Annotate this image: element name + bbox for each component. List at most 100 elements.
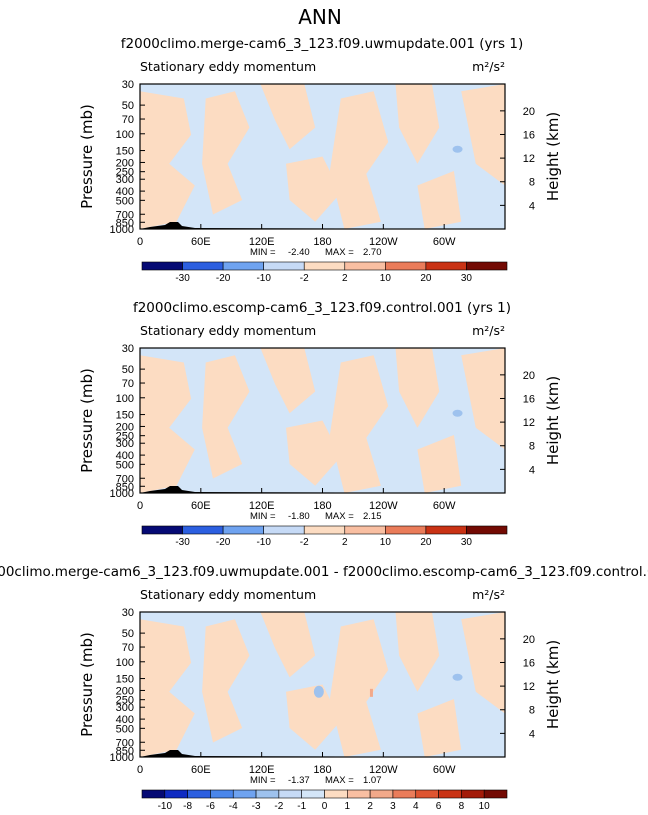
negative-contour (452, 409, 463, 417)
positive-contour (286, 684, 341, 750)
panel-title: f2000climo.escomp-cam6_3_123.f09.control… (133, 300, 511, 316)
colorbar-box (263, 525, 305, 535)
colorbar-label: -6 (206, 801, 215, 812)
positive-contour (417, 699, 462, 757)
positive-contour (286, 420, 341, 486)
pressure-tick-label: 850 (116, 481, 134, 493)
main-title: ANN (298, 5, 342, 29)
pressure-tick-label: 50 (122, 100, 134, 112)
chart-panel-2: f2000climo.escomp-cam6_3_123.f09.control… (78, 300, 562, 548)
longitude-tick-label: 60E (191, 236, 211, 248)
longitude-tick-label: 180 (313, 236, 331, 248)
min-label: MIN = (250, 511, 276, 522)
colorbar-box (164, 789, 188, 799)
colorbar-box (344, 261, 386, 271)
colorbar-label: -10 (158, 801, 173, 812)
colorbar-box (210, 789, 234, 799)
y-axis-right-title: Height (km) (544, 640, 562, 729)
pressure-tick-label: 1000 (110, 224, 134, 236)
panel-subtitle: Stationary eddy momentum (140, 587, 316, 602)
colorbar-label: 10 (380, 273, 392, 284)
positive-contour (260, 612, 316, 678)
colorbar-box (324, 789, 348, 799)
longitude-tick-label: 60E (191, 500, 211, 512)
pressure-tick-label: 500 (116, 459, 134, 471)
max-label: MAX = (325, 511, 354, 522)
colorbar-label: 2 (342, 273, 348, 284)
pressure-tick-label: 150 (116, 410, 134, 422)
panel-subtitle: Stationary eddy momentum (140, 323, 316, 338)
colorbar-box (141, 261, 183, 271)
positive-contour (286, 156, 341, 222)
colorbar-label: 10 (380, 537, 392, 548)
pressure-tick-label: 150 (116, 146, 134, 158)
pressure-tick-label: 400 (116, 186, 134, 198)
y-axis-right-title: Height (km) (544, 376, 562, 465)
pressure-tick-label: 500 (116, 195, 134, 207)
y-axis-title: Pressure (mb) (78, 632, 96, 737)
colorbar-box (466, 525, 508, 535)
longitude-tick-label: 120E (249, 500, 275, 512)
min-label: MIN = (250, 775, 276, 786)
positive-contour (417, 435, 462, 493)
positive-contour (395, 348, 440, 428)
pressure-tick-label: 400 (116, 714, 134, 726)
panel-title: f2000climo.merge-cam6_3_123.f09.uwmupdat… (0, 564, 648, 580)
pressure-tick-label: 30 (122, 607, 134, 619)
colorbar-box (466, 261, 508, 271)
max-label: MAX = (325, 247, 354, 258)
colorbar-label: -2 (274, 801, 283, 812)
height-tick-label: 8 (529, 177, 535, 189)
positive-contour (461, 348, 505, 450)
height-tick-label: 4 (529, 728, 535, 740)
pressure-tick-label: 250 (116, 167, 134, 179)
pressure-tick-label: 30 (122, 79, 134, 91)
colorbar-label: 3 (390, 801, 396, 812)
longitude-tick-label: 0 (137, 236, 143, 248)
y-axis-right-title: Height (km) (544, 112, 562, 201)
colorbar-box (182, 261, 224, 271)
pressure-tick-label: 70 (122, 642, 134, 654)
colorbar-box (222, 261, 264, 271)
longitude-tick-label: 60W (433, 764, 456, 776)
y-axis-title: Pressure (mb) (78, 104, 96, 209)
colorbar-label: -1 (297, 801, 306, 812)
pressure-tick-label: 700 (116, 209, 134, 221)
positive-contour (395, 612, 440, 692)
field-contours (140, 348, 505, 493)
positive-contour (140, 619, 195, 757)
pressure-tick-label: 30 (122, 343, 134, 355)
colorbar-box (385, 261, 427, 271)
pressure-tick-label: 1000 (110, 488, 134, 500)
panel-units: m²/s² (472, 59, 505, 74)
pressure-tick-label: 50 (122, 364, 134, 376)
chart-panel-1: f2000climo.merge-cam6_3_123.f09.uwmupdat… (78, 36, 562, 284)
pressure-tick-label: 500 (116, 723, 134, 735)
colorbar-box (303, 261, 346, 271)
colorbar-label: -30 (175, 537, 190, 548)
colorbar-label: -10 (256, 537, 271, 548)
colorbar-box (438, 789, 462, 799)
colorbar-box (141, 789, 166, 799)
colorbar-label: 2 (367, 801, 373, 812)
panel-units: m²/s² (472, 323, 505, 338)
colorbar-label: -20 (216, 537, 231, 548)
colorbar-box (392, 789, 417, 799)
colorbar-label: -2 (300, 537, 309, 548)
pressure-tick-label: 100 (116, 129, 134, 141)
colorbar-box (303, 525, 346, 535)
colorbar-box (263, 261, 305, 271)
chart-panel-3: f2000climo.merge-cam6_3_123.f09.uwmupdat… (0, 564, 648, 812)
colorbar-label: -2 (300, 273, 309, 284)
y-axis-title: Pressure (mb) (78, 368, 96, 473)
colorbar-label: 20 (420, 537, 432, 548)
pressure-tick-label: 850 (116, 217, 134, 229)
pressure-tick-label: 400 (116, 450, 134, 462)
colorbar-box (347, 789, 371, 799)
height-tick-label: 8 (529, 705, 535, 717)
colorbar-label: 8 (459, 801, 465, 812)
colorbar-box (222, 525, 264, 535)
pressure-tick-label: 200 (116, 157, 134, 169)
positive-contour (260, 84, 316, 150)
